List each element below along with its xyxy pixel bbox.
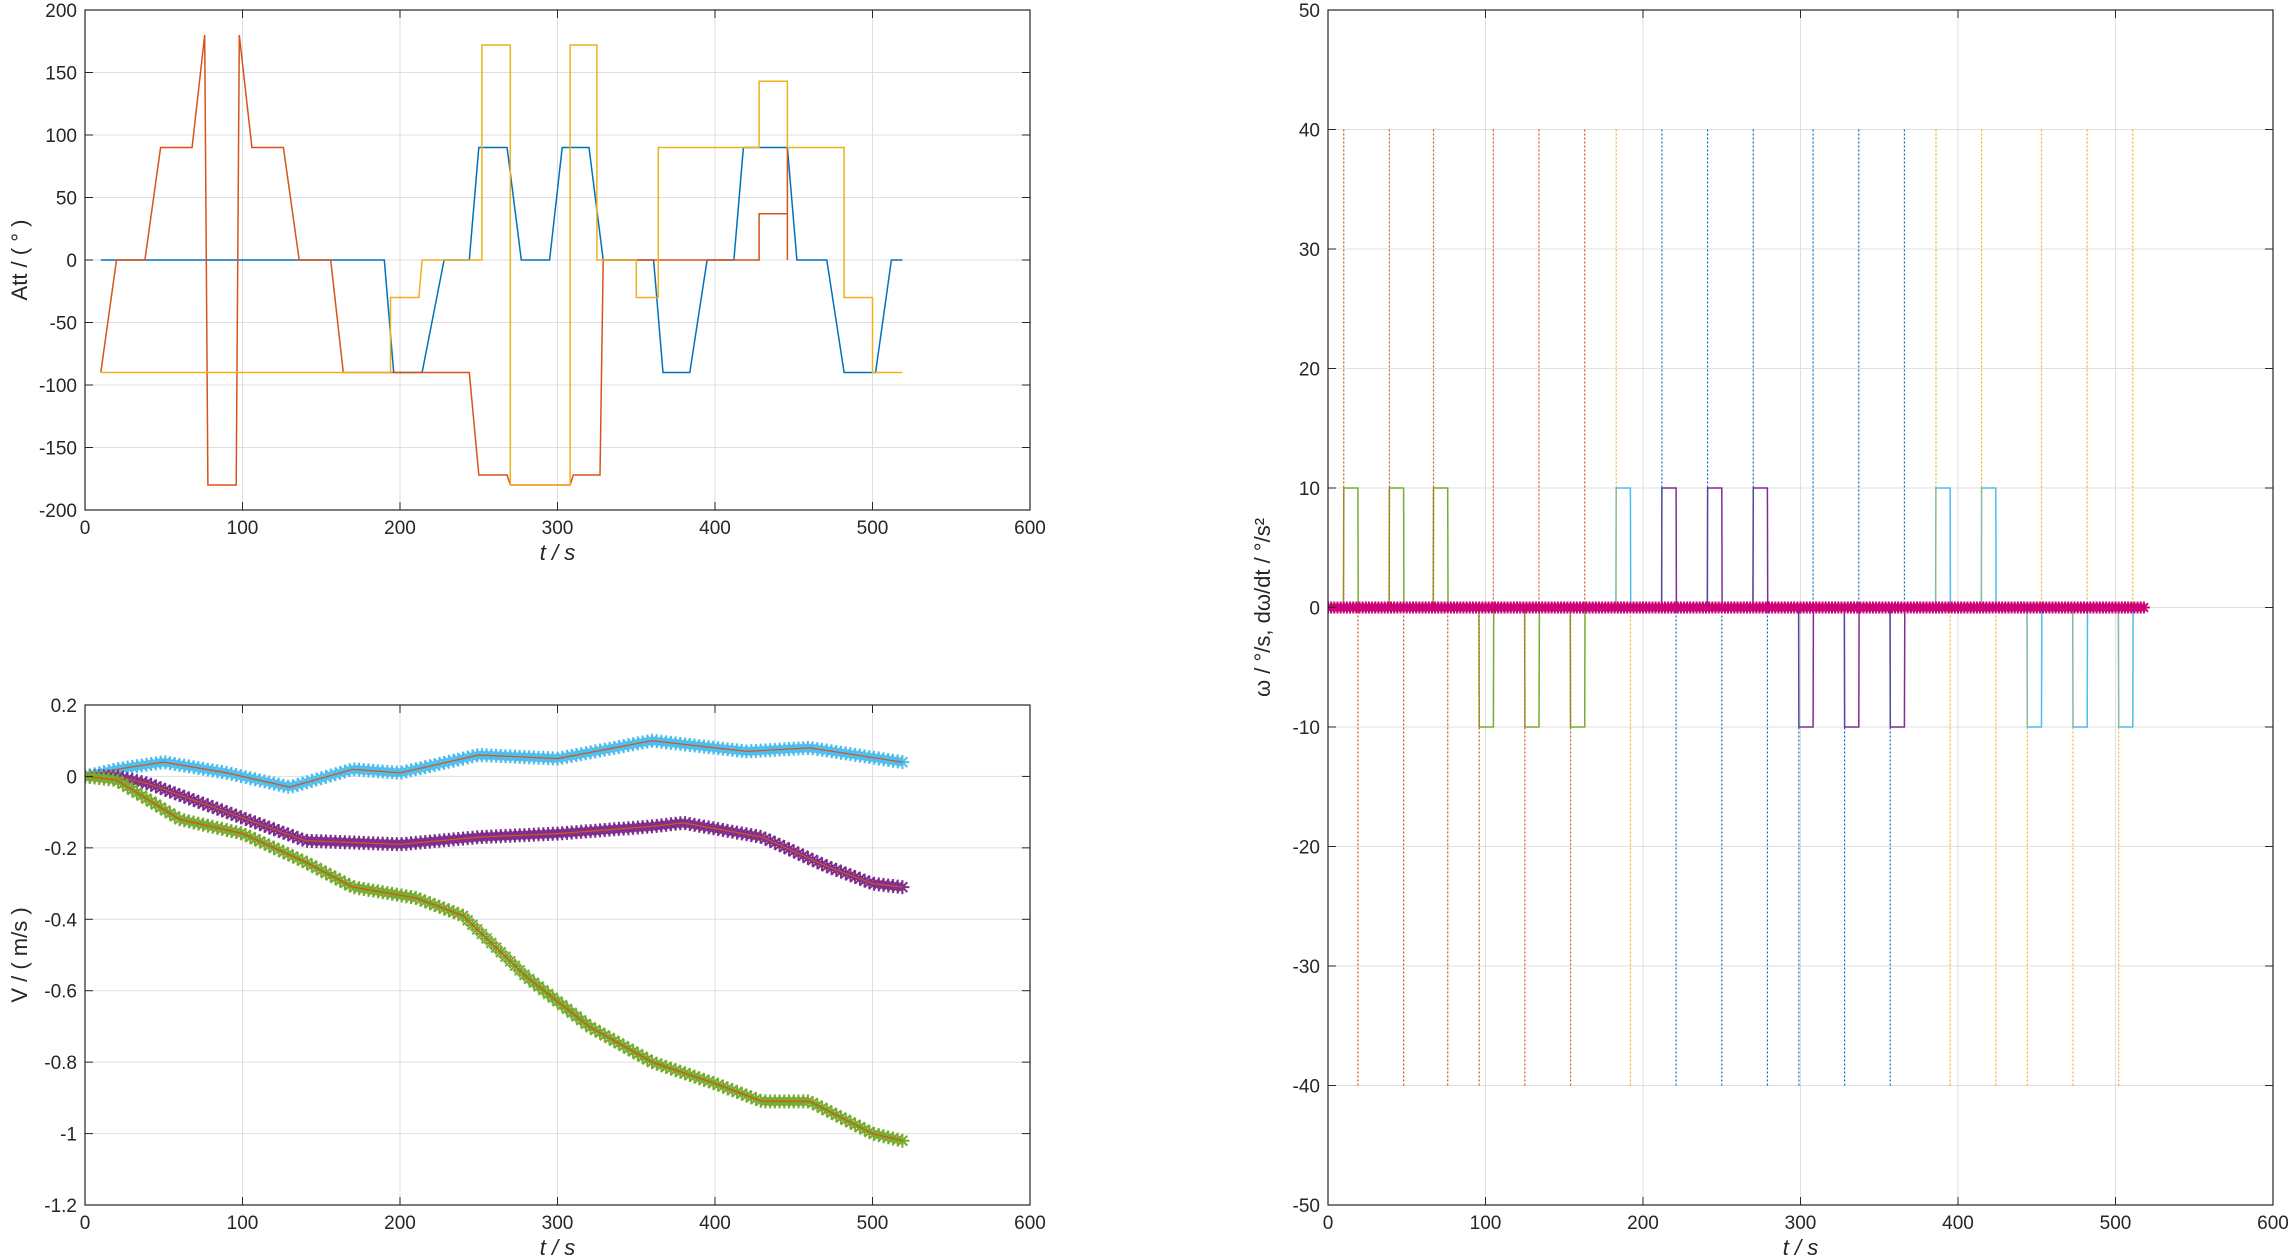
x-tick-label: 200 [384, 518, 416, 539]
x-tick-label: 0 [80, 518, 91, 539]
y-tick-label: 0 [66, 767, 77, 788]
rate-pulse [2026, 607, 2043, 728]
attitude-2-line [100, 34, 789, 486]
y-tick-label: -0.8 [44, 1053, 77, 1074]
y-tick-label: 50 [1299, 1, 1320, 22]
x-tick-label: 400 [1942, 1213, 1974, 1234]
y-tick-label: -0.4 [44, 910, 77, 931]
rate-pulse [1478, 607, 1495, 728]
y-tick-label: 0 [1309, 599, 1320, 620]
velocity-y-marker [895, 880, 910, 895]
x-tick-label: 500 [857, 518, 889, 539]
x-tick-label: 400 [699, 518, 731, 539]
y-tick-label: 0.2 [51, 696, 77, 717]
rate-pulse [1752, 487, 1769, 608]
y-tick-label: -10 [1293, 718, 1320, 739]
y-tick-label: 150 [45, 64, 77, 85]
angular-rate-plot: 0 100 200 300 400 500 60050403020100-10-20-30-… [1250, 1, 2289, 1259]
rate-pulse [2071, 607, 2089, 728]
y-tick-label: -50 [1293, 1196, 1320, 1217]
x-axis-label: t / s [1783, 1235, 1818, 1259]
velocity-y-line [85, 775, 903, 888]
x-axis-label: t / s [540, 540, 575, 565]
x-tick-label: 0 [80, 1213, 91, 1234]
y-tick-label: -40 [1293, 1077, 1320, 1098]
y-axis-label: Att / ( ° ) [7, 220, 32, 301]
x-tick-label: 100 [227, 518, 259, 539]
x-tick-label: 600 [2257, 1213, 2289, 1234]
rate-pulse [1980, 487, 1997, 608]
x-tick-label: 100 [227, 1213, 259, 1234]
data-layer [85, 733, 910, 1148]
rate-pulse [1569, 607, 1586, 728]
data-layer [100, 34, 903, 486]
y-tick-label: 20 [1299, 360, 1320, 381]
x-tick-label: 500 [857, 1213, 889, 1234]
y-tick-label: 50 [56, 189, 77, 210]
velocity-z-line [85, 775, 903, 1142]
y-tick-label: -100 [39, 376, 77, 397]
x-tick-label: 600 [1014, 1213, 1046, 1234]
x-tick-label: 500 [2100, 1213, 2132, 1234]
attitude-3-line [100, 44, 903, 486]
y-axis-label: ω / °/s, dω/dt / °/s² [1250, 518, 1275, 697]
y-tick-label: -150 [39, 439, 77, 460]
y-tick-label: -200 [39, 501, 77, 522]
y-tick-label: -1 [60, 1125, 77, 1146]
velocity-z-marker [895, 1133, 910, 1148]
rate-pulse [1342, 487, 1359, 608]
attitude-plot: 0 100 200 300 400 500 600200150100500-50-100-1… [7, 1, 1046, 565]
velocity-plot: 0 100 200 300 400 500 600 0.2 0 -0.2 -0.4 -0.6 -0.8 -… [7, 696, 1046, 1259]
y-tick-label: 40 [1299, 121, 1320, 142]
y-tick-label: -0.6 [44, 982, 77, 1003]
x-tick-label: 300 [1785, 1213, 1817, 1234]
y-tick-label: 10 [1299, 479, 1320, 500]
rate-pulse [1523, 607, 1541, 728]
x-tick-label: 300 [542, 1213, 574, 1234]
x-tick-label: 400 [699, 1213, 731, 1234]
rate-pulse [1934, 487, 1952, 608]
y-tick-label: -30 [1293, 957, 1320, 978]
rate-pulse [1706, 487, 1723, 608]
y-tick-label: -50 [50, 314, 77, 335]
velocity-x-line [85, 740, 903, 788]
rate-pulse [1843, 607, 1860, 728]
y-tick-label: 200 [45, 1, 77, 22]
y-tick-label: -0.2 [44, 839, 77, 860]
rate-pulse [1660, 487, 1678, 608]
y-tick-label: 30 [1299, 240, 1320, 261]
x-axis-label: t / s [540, 1235, 575, 1259]
y-tick-label: 100 [45, 126, 77, 147]
data-layer [1328, 129, 2150, 1086]
rate-pulse [1615, 487, 1632, 608]
x-tick-label: 200 [1627, 1213, 1659, 1234]
zero-rate-marker [2137, 601, 2150, 614]
velocity-x-marker [895, 755, 910, 770]
x-tick-label: 200 [384, 1213, 416, 1234]
y-tick-label: 0 [66, 251, 77, 272]
rate-pulse [1388, 487, 1405, 608]
rate-pulse [1432, 487, 1449, 608]
x-tick-label: 300 [542, 518, 574, 539]
y-axis-label: V / ( m/s ) [7, 907, 32, 1002]
rate-pulse [1797, 607, 1815, 728]
y-tick-label: -1.2 [44, 1196, 77, 1217]
x-tick-label: 0 [1323, 1213, 1334, 1234]
y-tick-label: -20 [1293, 838, 1320, 859]
rate-pulse [2117, 607, 2134, 728]
rate-pulse [1889, 607, 1906, 728]
x-tick-label: 600 [1014, 518, 1046, 539]
x-tick-label: 100 [1470, 1213, 1502, 1234]
